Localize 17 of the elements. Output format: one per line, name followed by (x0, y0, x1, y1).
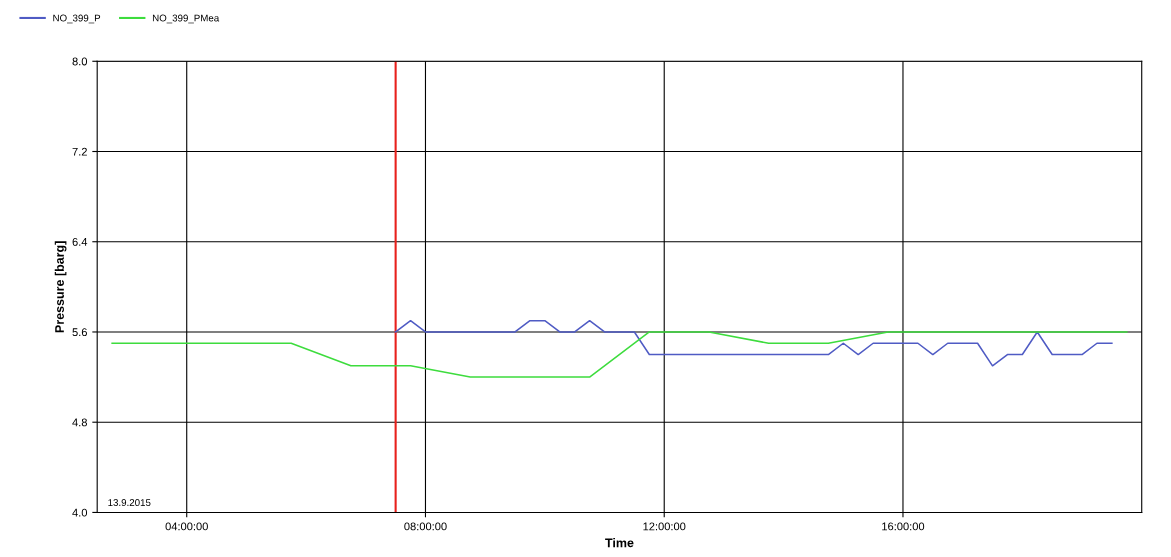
y-tick-label: 4.8 (72, 418, 87, 427)
legend-label: NO_399_P (53, 14, 101, 24)
line-series (111, 331, 1128, 378)
x-tick-label: 04:00:00 (165, 522, 208, 531)
annotation: 13.9.2015 (108, 499, 151, 507)
y-tick-label: 4.0 (72, 508, 88, 517)
legend-label: NO_399_PMea (152, 14, 220, 24)
y-tick-label: 8.0 (72, 57, 88, 66)
x-tick-label: 16:00:00 (882, 522, 925, 531)
y-tick-label: 5.6 (72, 328, 87, 337)
line-series (394, 319, 1113, 367)
y-tick-label: 6.4 (72, 238, 88, 246)
x-tick-label: 08:00:00 (404, 522, 447, 531)
x-tick-label: 12:00:00 (643, 522, 686, 531)
x-axis-title: Time (605, 538, 634, 548)
y-tick-label: 7.2 (72, 147, 87, 156)
y-axis-title: Pressure [barg] (54, 241, 67, 333)
